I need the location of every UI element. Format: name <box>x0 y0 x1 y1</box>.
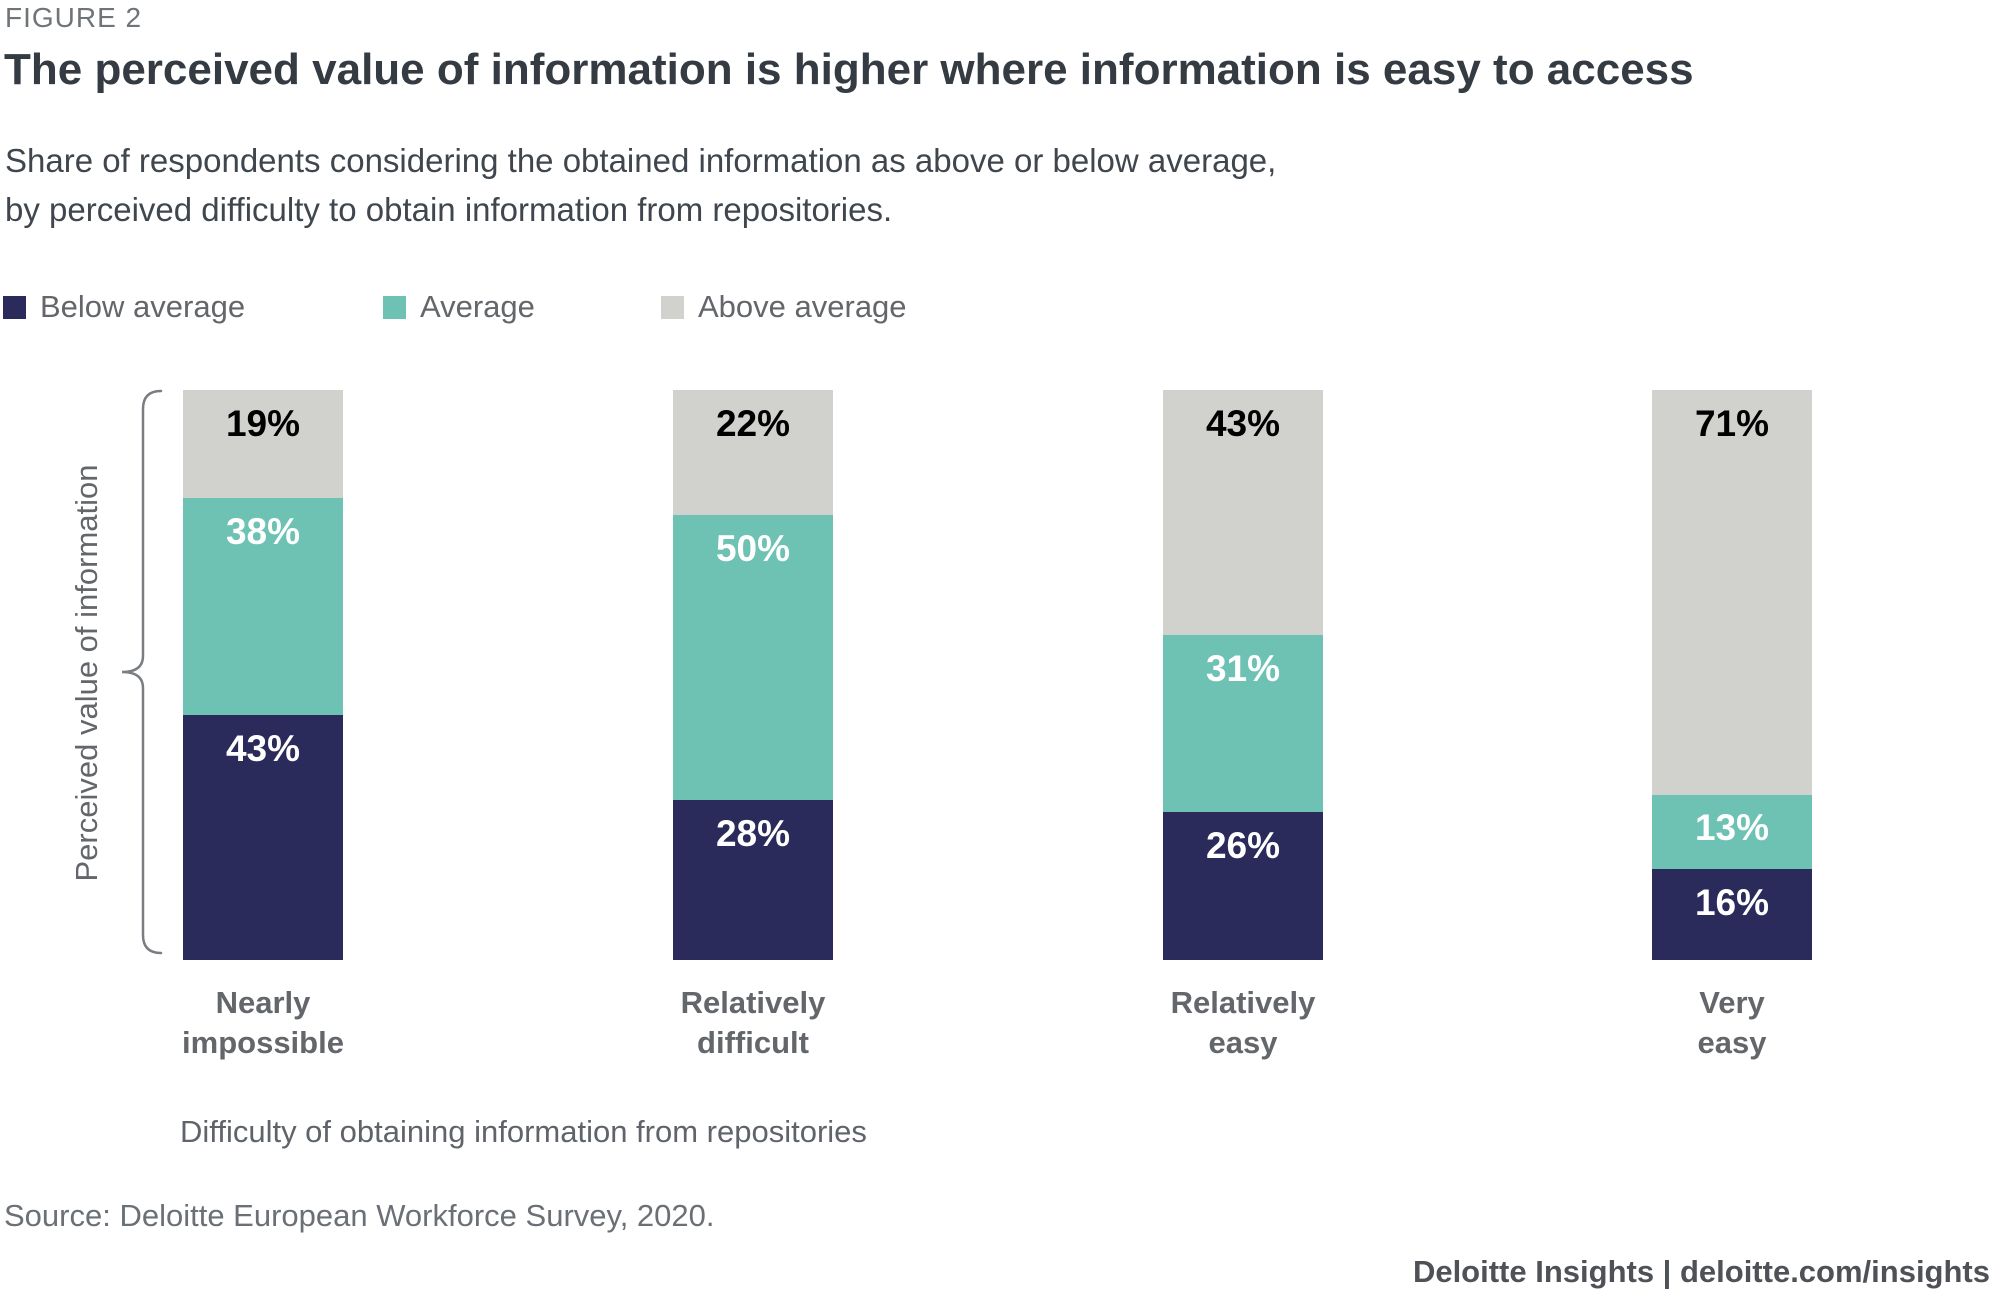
segment-value-label: 16% <box>1694 881 1770 923</box>
bar-segment-average: 31% <box>1163 635 1323 812</box>
bar-very-easy: 71% 13% 16% <box>1652 390 1812 960</box>
category-line: impossible <box>182 1025 344 1060</box>
segment-value-label: 38% <box>225 511 301 553</box>
bar-segment-below-average: 43% <box>183 714 343 960</box>
subtitle-line-2: by perceived difficulty to obtain inform… <box>5 191 893 228</box>
legend-swatch-average <box>383 295 406 319</box>
bar-relatively-easy: 43% 31% 26% <box>1163 390 1323 960</box>
segment-value-label: 26% <box>1205 824 1281 866</box>
segment-value-label: 28% <box>715 813 791 855</box>
bar-segment-above-average: 19% <box>183 390 343 499</box>
bar-segment-average: 50% <box>673 515 833 801</box>
segment-value-label: 50% <box>715 528 791 570</box>
legend-item-below-average: Below average <box>3 289 245 325</box>
legend-item-average: Average <box>383 289 535 325</box>
page-title: The perceived value of information is hi… <box>4 45 1694 94</box>
bar-segment-above-average: 43% <box>1163 390 1323 636</box>
x-category-relatively-easy: Relatively easy <box>1083 983 1403 1063</box>
x-category-relatively-difficult: Relatively difficult <box>593 983 913 1063</box>
subtitle-line-1: Share of respondents considering the obt… <box>5 142 1277 179</box>
bar-segment-average: 38% <box>183 498 343 715</box>
segment-value-label: 19% <box>225 403 301 444</box>
segment-value-label: 22% <box>715 403 791 444</box>
legend-label-above-average: Above average <box>698 289 907 324</box>
segment-value-label: 71% <box>1694 403 1770 444</box>
legend-label-average: Average <box>420 289 535 324</box>
legend-swatch-above-average <box>661 295 684 319</box>
source-note: Source: Deloitte European Workforce Surv… <box>4 1198 715 1233</box>
segment-value-label: 43% <box>225 727 301 769</box>
category-line: easy <box>1697 1025 1767 1060</box>
segment-value-label: 43% <box>1205 403 1281 444</box>
x-axis-label: Difficulty of obtaining information from… <box>180 1114 867 1149</box>
bar-segment-above-average: 22% <box>673 390 833 516</box>
legend-label-below-average: Below average <box>40 289 246 324</box>
bar-segment-above-average: 71% <box>1652 390 1812 795</box>
segment-value-label: 13% <box>1694 806 1770 848</box>
chart-subtitle: Share of respondents considering the obt… <box>5 136 1905 234</box>
legend-item-above-average: Above average <box>661 289 907 325</box>
y-axis-brace <box>121 389 163 955</box>
legend-swatch-below-average <box>3 295 26 319</box>
bar-segment-below-average: 26% <box>1163 811 1323 960</box>
y-axis-label: Perceived value of information <box>69 464 104 882</box>
category-line: easy <box>1208 1025 1278 1060</box>
segment-value-label: 31% <box>1205 648 1281 690</box>
category-line: Relatively <box>680 985 826 1020</box>
category-line: Very <box>1699 985 1765 1020</box>
figure-label: FIGURE 2 <box>5 2 143 33</box>
bar-nearly-impossible: 19% 38% 43% <box>183 390 343 960</box>
category-line: Relatively <box>1170 985 1316 1020</box>
bar-segment-average: 13% <box>1652 794 1812 869</box>
category-line: Nearly <box>215 985 311 1020</box>
x-category-very-easy: Very easy <box>1572 983 1892 1063</box>
bar-segment-below-average: 16% <box>1652 868 1812 960</box>
deloitte-insights-footer: Deloitte Insights | deloitte.com/insight… <box>1412 1254 1990 1289</box>
bar-segment-below-average: 28% <box>673 800 833 960</box>
x-category-nearly-impossible: Nearly impossible <box>103 983 423 1063</box>
bar-relatively-difficult: 22% 50% 28% <box>673 390 833 960</box>
category-line: difficult <box>697 1025 809 1060</box>
